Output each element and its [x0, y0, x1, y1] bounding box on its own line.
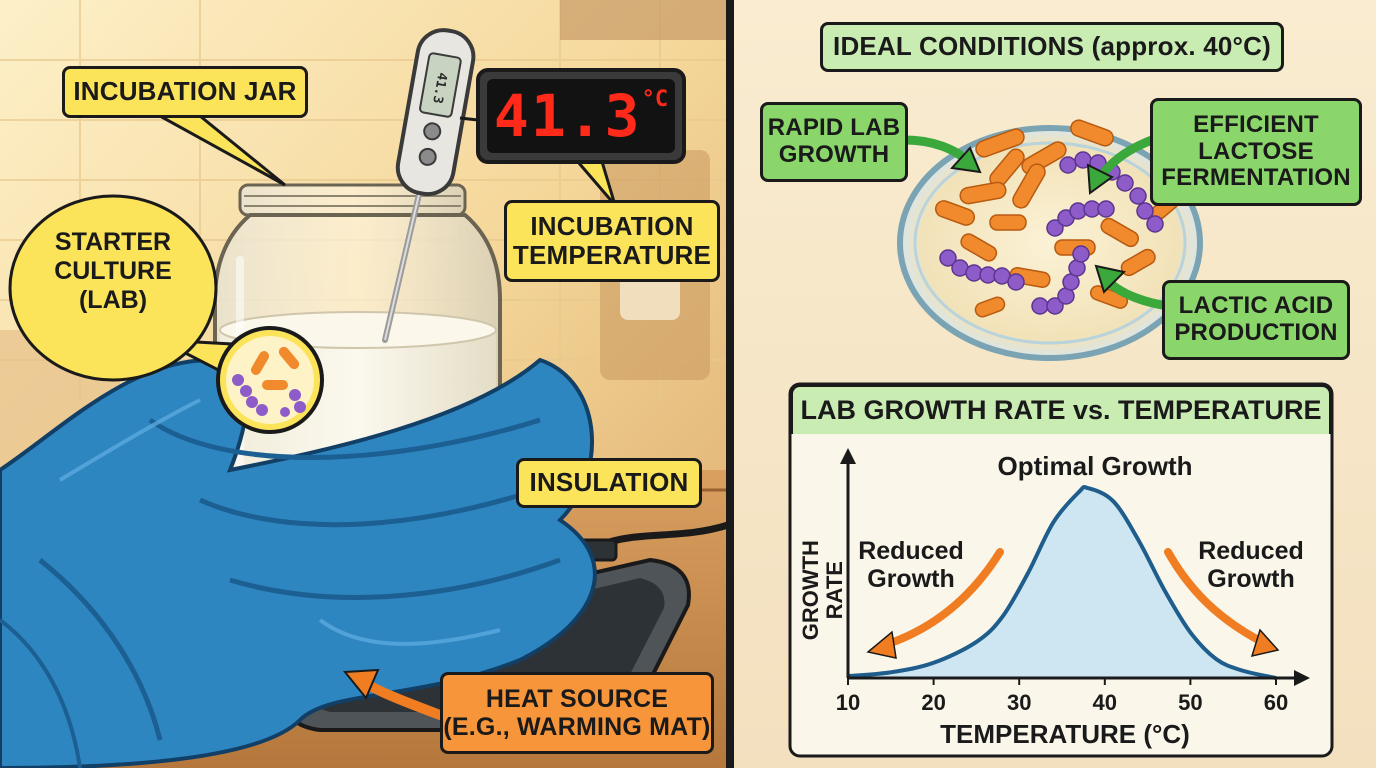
temperature-reading: 41.3: [493, 82, 642, 150]
thermometer-icon: 41.3: [382, 28, 476, 343]
culture-magnifier: [8, 194, 324, 434]
svg-text:41.3: 41.3: [429, 71, 449, 104]
heat-source-label: HEAT SOURCE (E.G., WARMING MAT): [440, 672, 714, 754]
incubation-temperature-label: INCUBATION TEMPERATURE: [504, 200, 720, 282]
temperature-display: 41.3 °C: [476, 68, 686, 164]
dish-bacteria: [934, 119, 1179, 318]
temperature-unit: °C: [641, 87, 669, 112]
x-axis-label: TEMPERATURE (°C): [940, 719, 1190, 749]
y-axis-label: GROWTH RATE: [797, 540, 847, 641]
starter-culture-label: STARTER CULTURE (LAB): [54, 228, 172, 314]
ideal-conditions-title: IDEAL CONDITIONS (approx. 40°C): [820, 22, 1284, 72]
bacteria-icon: [232, 346, 306, 417]
annotation-reduced-right: Reduced Growth: [1198, 537, 1304, 593]
rapid-growth-label: RAPID LAB GROWTH: [760, 102, 908, 182]
lactic-acid-label: LACTIC ACID PRODUCTION: [1162, 280, 1350, 360]
annotation-reduced-left: Reduced Growth: [858, 537, 964, 593]
chart-title: LAB GROWTH RATE vs. TEMPERATURE: [790, 384, 1332, 434]
incubation-jar-label: INCUBATION JAR: [62, 66, 308, 118]
annotation-optimal: Optimal Growth: [997, 451, 1193, 481]
lactose-fermentation-label: EFFICIENT LACTOSE FERMENTATION: [1150, 98, 1362, 206]
petri-dish-icon: [897, 119, 1203, 361]
insulation-label: INSULATION: [516, 458, 702, 508]
